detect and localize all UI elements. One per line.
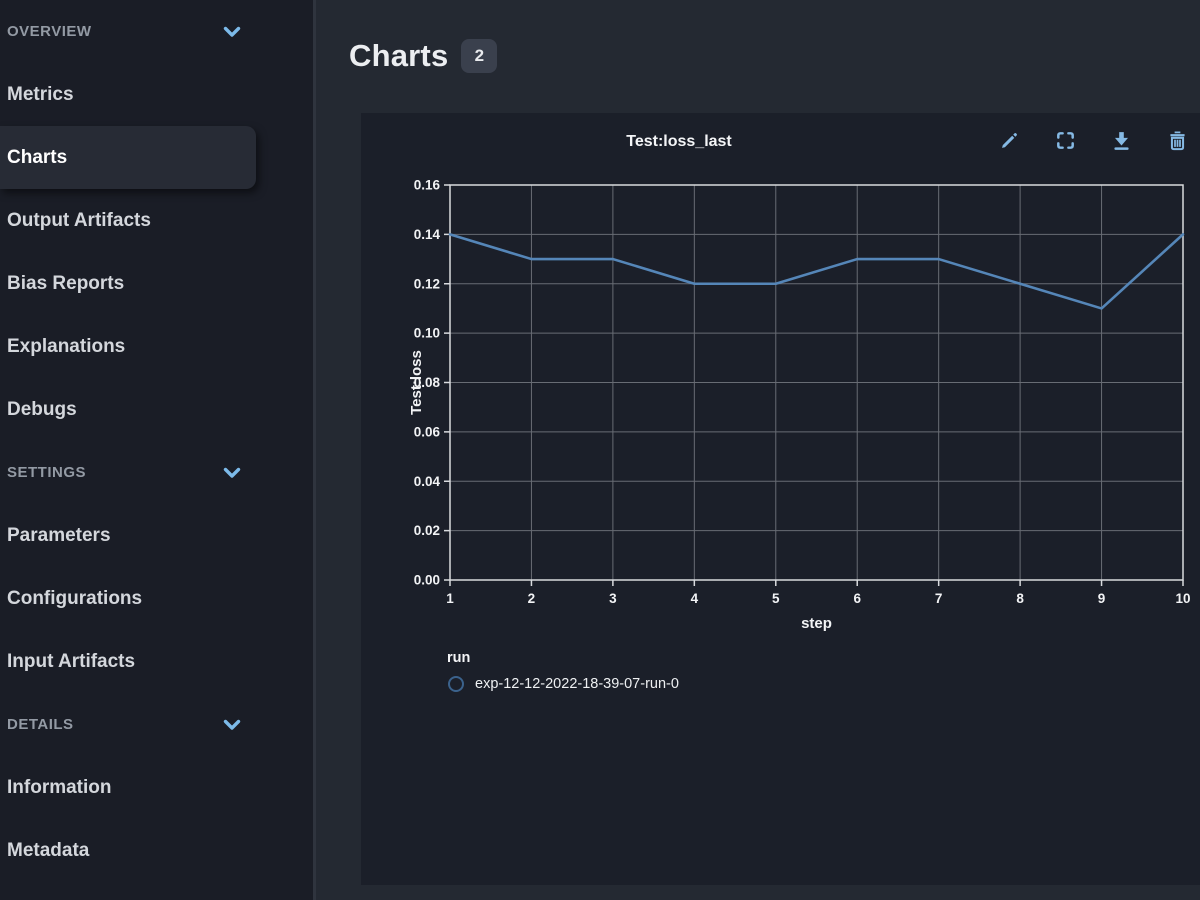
- sidebar-label-bias-reports: Bias Reports: [7, 272, 125, 294]
- download-chart-button[interactable]: [1109, 130, 1133, 154]
- sidebar-item-metrics[interactable]: Metrics: [0, 63, 313, 126]
- legend-item-label: exp-12-12-2022-18-39-07-run-0: [475, 676, 679, 692]
- sidebar-label-information: Information: [7, 776, 112, 798]
- sidebar-label-input-artifacts: Input Artifacts: [7, 650, 136, 672]
- loss-line-chart: 1 2 3 4 5 6 7 8 9 10 0.00 0.02 0.04 0.06 0.08 0.10 0.12 0…: [408, 178, 1191, 633]
- sidebar-item-metadata[interactable]: Metadata: [0, 819, 313, 882]
- sidebar-section-details[interactable]: DETAILS: [0, 693, 313, 756]
- svg-text:0.02: 0.02: [414, 523, 440, 538]
- chevron-down-icon: [223, 467, 241, 479]
- sidebar-label-parameters: Parameters: [7, 524, 111, 546]
- download-icon: [1110, 129, 1133, 155]
- edit-chart-button[interactable]: [997, 130, 1021, 154]
- sidebar-label-metadata: Metadata: [7, 839, 90, 861]
- chart-card-header: Test:loss_last: [361, 113, 1200, 171]
- svg-text:6: 6: [853, 591, 861, 606]
- svg-text:3: 3: [609, 591, 617, 606]
- page-header: Charts 2: [349, 38, 498, 74]
- sidebar-item-input-artifacts[interactable]: Input Artifacts: [0, 630, 313, 693]
- sidebar-nav: OVERVIEW Metrics Charts Output Artifacts Bia…: [0, 0, 313, 882]
- svg-text:0.06: 0.06: [414, 424, 441, 439]
- sidebar-item-output-artifacts[interactable]: Output Artifacts: [0, 189, 313, 252]
- chart-title: Test:loss_last: [626, 133, 732, 150]
- chart-toolbar: [997, 130, 1200, 154]
- sidebar-label-charts: Charts: [7, 146, 68, 168]
- chart-card: Test:loss_last 1 2 3 4 5 6 7 8 9 10 0.00 0.02 0.04 0.…: [361, 113, 1200, 885]
- sidebar-label-debugs: Debugs: [7, 398, 77, 420]
- legend-item-run-0[interactable]: exp-12-12-2022-18-39-07-run-0: [447, 675, 1200, 693]
- fullscreen-chart-button[interactable]: [1053, 130, 1077, 154]
- svg-text:9: 9: [1098, 591, 1106, 606]
- chart-legend: run exp-12-12-2022-18-39-07-run-0: [447, 650, 1200, 693]
- pencil-icon: [998, 129, 1021, 155]
- sidebar-item-parameters[interactable]: Parameters: [0, 504, 313, 567]
- svg-text:1: 1: [446, 591, 454, 606]
- sidebar-label-overview: OVERVIEW: [7, 23, 92, 40]
- chevron-down-icon: [223, 26, 241, 38]
- sidebar-section-overview[interactable]: OVERVIEW: [0, 0, 313, 63]
- sidebar-label-output-artifacts: Output Artifacts: [7, 209, 151, 231]
- svg-text:0.10: 0.10: [414, 326, 440, 341]
- svg-text:0.14: 0.14: [414, 227, 441, 242]
- main-content: Charts 2 Test:loss_last 1 2 3 4 5 6 7 8 9 10 0.00 0…: [319, 0, 1200, 900]
- svg-text:0.16: 0.16: [414, 178, 441, 193]
- svg-text:4: 4: [691, 591, 699, 606]
- sidebar-item-debugs[interactable]: Debugs: [0, 378, 313, 441]
- svg-text:0.04: 0.04: [414, 474, 441, 489]
- svg-text:Test:loss: Test:loss: [408, 350, 425, 415]
- sidebar-label-settings: SETTINGS: [7, 464, 87, 481]
- svg-text:8: 8: [1016, 591, 1024, 606]
- sidebar-label-metrics: Metrics: [7, 83, 74, 105]
- sidebar-item-information[interactable]: Information: [0, 756, 313, 819]
- svg-text:0.08: 0.08: [414, 375, 441, 390]
- fullscreen-icon: [1054, 129, 1077, 155]
- sidebar-label-explanations: Explanations: [7, 335, 126, 357]
- sidebar-label-details: DETAILS: [7, 716, 74, 733]
- legend-title: run: [447, 650, 471, 666]
- sidebar: OVERVIEW Metrics Charts Output Artifacts Bia…: [0, 0, 316, 900]
- svg-text:10: 10: [1175, 591, 1190, 606]
- svg-text:step: step: [801, 615, 832, 632]
- chevron-down-icon: [223, 719, 241, 731]
- sidebar-item-explanations[interactable]: Explanations: [0, 315, 313, 378]
- svg-text:0.00: 0.00: [414, 573, 440, 588]
- sidebar-item-bias-reports[interactable]: Bias Reports: [0, 252, 313, 315]
- sidebar-item-configurations[interactable]: Configurations: [0, 567, 313, 630]
- sidebar-label-configurations: Configurations: [7, 587, 143, 609]
- page-title: Charts: [349, 38, 449, 73]
- svg-text:0.12: 0.12: [414, 276, 440, 291]
- sidebar-section-settings[interactable]: SETTINGS: [0, 441, 313, 504]
- delete-chart-button[interactable]: [1165, 130, 1189, 154]
- svg-text:5: 5: [772, 591, 780, 606]
- charts-count-badge: 2: [461, 39, 498, 73]
- trash-icon: [1166, 129, 1189, 155]
- svg-text:2: 2: [528, 591, 536, 606]
- sidebar-item-charts[interactable]: Charts: [0, 126, 256, 189]
- svg-text:7: 7: [935, 591, 943, 606]
- run-marker-icon: [447, 675, 465, 693]
